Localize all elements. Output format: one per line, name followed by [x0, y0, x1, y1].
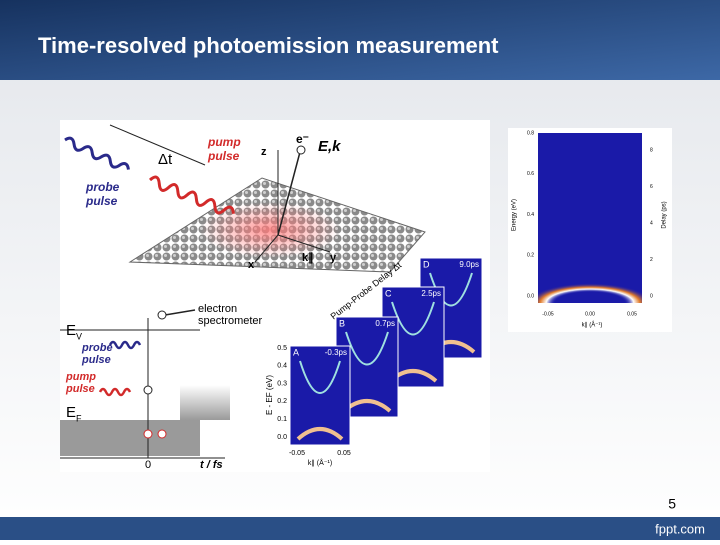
spectra-y-tick: 0.3 — [277, 380, 287, 387]
probe-label: probe — [81, 342, 113, 354]
origin-label: 0 — [145, 459, 151, 471]
time-axis-label: t / fs — [200, 459, 223, 471]
map-y2-tick: 2 — [650, 257, 653, 263]
electron — [296, 145, 306, 155]
spectrum-band — [296, 427, 344, 441]
spectrometer-label: spectrometer — [198, 315, 263, 327]
pump-label: pump — [65, 371, 96, 383]
panel-letter: D — [423, 259, 430, 269]
panel-delay: 0.7ps — [375, 319, 395, 328]
spectra-y-tick: 0.0 — [277, 434, 287, 441]
pump-wave — [149, 175, 235, 215]
panel-letter: C — [385, 288, 392, 298]
x-axis — [254, 234, 279, 263]
electron-path — [277, 151, 301, 236]
spectra-x-label: k∥ (Å⁻¹) — [308, 458, 332, 467]
spectra-y-label: E - EF (eV) — [265, 375, 274, 415]
photoelectron — [157, 310, 167, 320]
spectra-y-tick: 0.2 — [277, 398, 287, 405]
spectra-x-tick: -0.05 — [289, 450, 305, 457]
excited-electron — [143, 385, 153, 395]
map-y-tick: 0.2 — [527, 253, 534, 259]
spectra-x-tick: 0.05 — [337, 450, 351, 457]
probe-label: probe — [85, 180, 120, 194]
pump-label: pump — [207, 135, 241, 149]
map-y-tick: 0.0 — [527, 293, 534, 299]
delay-map: 0.8 0.6 0.4 0.2 0.0 8 6 4 2 0 -0.05 0.00 0.05 Energy… — [508, 128, 672, 332]
delay-line — [109, 124, 206, 166]
delay-label: Δt — [158, 151, 173, 168]
map-y-tick: 0.4 — [527, 212, 534, 218]
map-y2-tick: 6 — [650, 184, 653, 190]
footer-band — [0, 517, 720, 540]
map-y2-tick: 4 — [650, 220, 653, 226]
spectrum-dispersion — [345, 331, 389, 366]
spectrum-dispersion — [429, 272, 473, 307]
map-y2-tick: 0 — [650, 293, 653, 299]
ef-label: E — [66, 404, 76, 421]
spectra-y-tick: 0.4 — [277, 363, 287, 370]
band-shade — [180, 385, 230, 420]
map-x-tick: 0.00 — [585, 311, 595, 317]
spectrum-dispersion — [391, 301, 435, 336]
panel-delay: 2.5ps — [421, 289, 441, 298]
pump-label: pulse — [207, 149, 240, 163]
map-y2-label: Delay (ps) — [662, 201, 668, 228]
spectra-y-tick: 0.5 — [277, 345, 287, 352]
hole — [157, 429, 167, 439]
pump-label: pulse — [65, 383, 95, 395]
spectrometer-label: electron — [198, 303, 237, 315]
axis-label: y — [330, 252, 337, 264]
slide-title: Time-resolved photoemission measurement — [38, 33, 499, 58]
ev-label: E — [66, 322, 76, 339]
map-y2-tick: 8 — [650, 147, 653, 153]
axis-label: x — [248, 259, 255, 271]
ev-sub: V — [76, 331, 82, 341]
filled-states — [60, 420, 200, 456]
axis-label: z — [261, 146, 267, 158]
map-x-tick: 0.05 — [627, 311, 637, 317]
map-band — [538, 270, 642, 303]
pump-wave-small — [98, 387, 132, 397]
panel-delay: 9.0ps — [459, 260, 479, 269]
pump-spot — [200, 202, 340, 258]
hole — [143, 429, 153, 439]
ef-sub: F — [76, 413, 82, 423]
panel-delay: -0.3ps — [325, 348, 347, 357]
footer-text: fppt.com — [655, 521, 705, 536]
electron-label: e⁻ — [296, 132, 309, 146]
panel-letter: B — [339, 318, 345, 328]
probe-label: pulse — [81, 354, 111, 366]
page-number: 5 — [668, 496, 676, 512]
probe-wave-small — [108, 340, 142, 350]
panel-letter: A — [293, 347, 299, 357]
map-x-tick: -0.05 — [542, 311, 554, 317]
map-x-label: k∥ (Å⁻¹) — [582, 322, 603, 329]
map-y-tick: 0.8 — [527, 130, 534, 136]
spectrometer-arrow — [164, 309, 196, 316]
map-y-tick: 0.6 — [527, 171, 534, 177]
ek-label: E,k — [318, 138, 341, 155]
y-axis — [277, 234, 331, 253]
schematic-figure: Δt pump pulse probe pulse e⁻ E,k z x y k… — [60, 120, 490, 472]
map-y-label: Energy (eV) — [512, 199, 518, 231]
header-band — [0, 0, 720, 80]
spectra-panels: D 9.0ps C 2.5ps B 0.7ps A -0.3ps 0.5 0.4 0.3 0.2 0.1… — [277, 257, 483, 446]
spectrum-dispersion — [299, 360, 341, 394]
probe-wave — [64, 136, 130, 170]
map-ticks: 0.8 0.6 0.4 0.2 0.0 8 6 4 2 0 -0.05 0.00 0.05 — [527, 130, 653, 317]
axis-label: k∥ — [302, 252, 314, 264]
probe-label: pulse — [85, 194, 118, 208]
spectra-y-tick: 0.1 — [277, 416, 287, 423]
